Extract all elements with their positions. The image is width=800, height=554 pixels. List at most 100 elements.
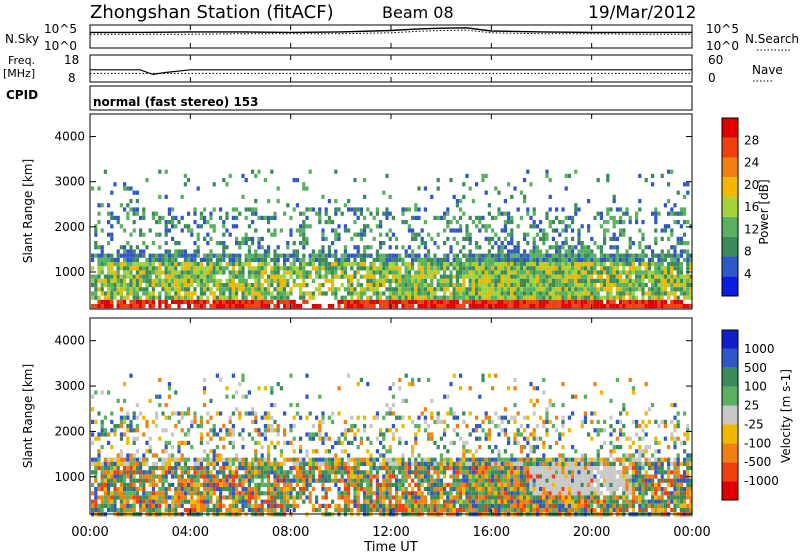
heatmap-cell: [599, 257, 603, 262]
heatmap-cell: [257, 487, 261, 492]
heatmap-cell: [523, 178, 527, 183]
heatmap-cell: [484, 487, 488, 492]
heatmap-cell: [385, 274, 389, 279]
heatmap-cell: [622, 270, 626, 275]
heatmap-cell: [139, 283, 143, 288]
heatmap-cell: [519, 299, 523, 304]
heatmap-cell: [404, 474, 408, 479]
heatmap-cell: [657, 257, 661, 262]
heatmap-cell: [177, 487, 181, 492]
heatmap-cell: [625, 299, 629, 304]
heatmap-cell: [446, 211, 450, 216]
heatmap-cell: [574, 274, 578, 279]
heatmap-cell: [436, 257, 440, 262]
heatmap-cell: [142, 215, 146, 220]
heatmap-cell: [180, 491, 184, 496]
heatmap-cell: [612, 304, 616, 309]
heatmap-cell: [171, 295, 175, 300]
heatmap-cell: [529, 224, 533, 229]
heatmap-cell: [244, 291, 248, 296]
heatmap-cell: [167, 249, 171, 254]
heatmap-cell: [254, 503, 258, 508]
heatmap-cell: [238, 283, 242, 288]
heatmap-cell: [206, 270, 210, 275]
heatmap-cell: [91, 508, 95, 513]
heatmap-cell: [459, 287, 463, 292]
heatmap-cell: [497, 257, 501, 262]
heatmap-cell: [94, 419, 98, 424]
heatmap-cell: [417, 299, 421, 304]
heatmap-cell: [180, 283, 184, 288]
heatmap-cell: [449, 482, 453, 487]
heatmap-cell: [478, 291, 482, 296]
heatmap-cell: [491, 478, 495, 483]
heatmap-cell: [462, 245, 466, 250]
heatmap-cell: [97, 295, 101, 300]
heatmap-cell: [254, 266, 258, 271]
heatmap-cell: [267, 253, 271, 258]
heatmap-cell: [596, 291, 600, 296]
heatmap-cell: [171, 274, 175, 279]
heatmap-cell: [155, 220, 159, 225]
heatmap-cell: [539, 236, 543, 241]
heatmap-cell: [363, 194, 367, 199]
heatmap-cell: [395, 304, 399, 309]
heatmap-cell: [158, 474, 162, 479]
heatmap-cell: [158, 266, 162, 271]
heatmap-cell: [423, 495, 427, 500]
heatmap-cell: [436, 411, 440, 416]
heatmap-cell: [638, 278, 642, 283]
heatmap-cell: [443, 508, 447, 513]
heatmap-cell: [401, 220, 405, 225]
heatmap-cell: [158, 169, 162, 174]
heatmap-cell: [417, 474, 421, 479]
heatmap-cell: [196, 266, 200, 271]
heatmap-cell: [455, 432, 459, 437]
heatmap-cell: [126, 499, 130, 504]
heatmap-cell: [183, 411, 187, 416]
heatmap-cell: [190, 228, 194, 233]
heatmap-cell: [382, 487, 386, 492]
heatmap-cell: [651, 253, 655, 258]
heatmap-cell: [267, 262, 271, 267]
heatmap-cell: [318, 503, 322, 508]
heatmap-cell: [215, 445, 219, 450]
heatmap-cell: [107, 211, 111, 216]
heatmap-cell: [209, 457, 213, 462]
heatmap-cell: [116, 253, 120, 258]
heatmap-cell: [436, 299, 440, 304]
heatmap-cell: [622, 211, 626, 216]
heatmap-cell: [260, 415, 264, 420]
heatmap-cell: [177, 283, 181, 288]
heatmap-cell: [366, 436, 370, 441]
heatmap-cell: [257, 245, 261, 250]
heatmap-cell: [439, 495, 443, 500]
heatmap-cell: [475, 482, 479, 487]
heatmap-cell: [555, 257, 559, 262]
heatmap-cell: [315, 304, 319, 309]
heatmap-cell: [273, 445, 277, 450]
heatmap-cell: [481, 499, 485, 504]
heatmap-cell: [212, 478, 216, 483]
heatmap-cell: [635, 287, 639, 292]
heatmap-cell: [647, 299, 651, 304]
heatmap-cell: [430, 291, 434, 296]
heatmap-cell: [363, 291, 367, 296]
heatmap-cell: [372, 274, 376, 279]
heatmap-cell: [270, 466, 274, 471]
heatmap-cell: [199, 270, 203, 275]
heatmap-cell: [555, 291, 559, 296]
heatmap-cell: [276, 482, 280, 487]
heatmap-cell: [497, 236, 501, 241]
heatmap-cell: [286, 241, 290, 246]
heatmap-cell: [363, 499, 367, 504]
heatmap-cell: [657, 283, 661, 288]
heatmap-cell: [635, 295, 639, 300]
heatmap-cell: [571, 215, 575, 220]
heatmap-cell: [94, 491, 98, 496]
heatmap-cell: [500, 299, 504, 304]
heatmap-cell: [494, 503, 498, 508]
heatmap-cell: [327, 470, 331, 475]
heatmap-cell: [251, 457, 255, 462]
heatmap-cell: [235, 253, 239, 258]
